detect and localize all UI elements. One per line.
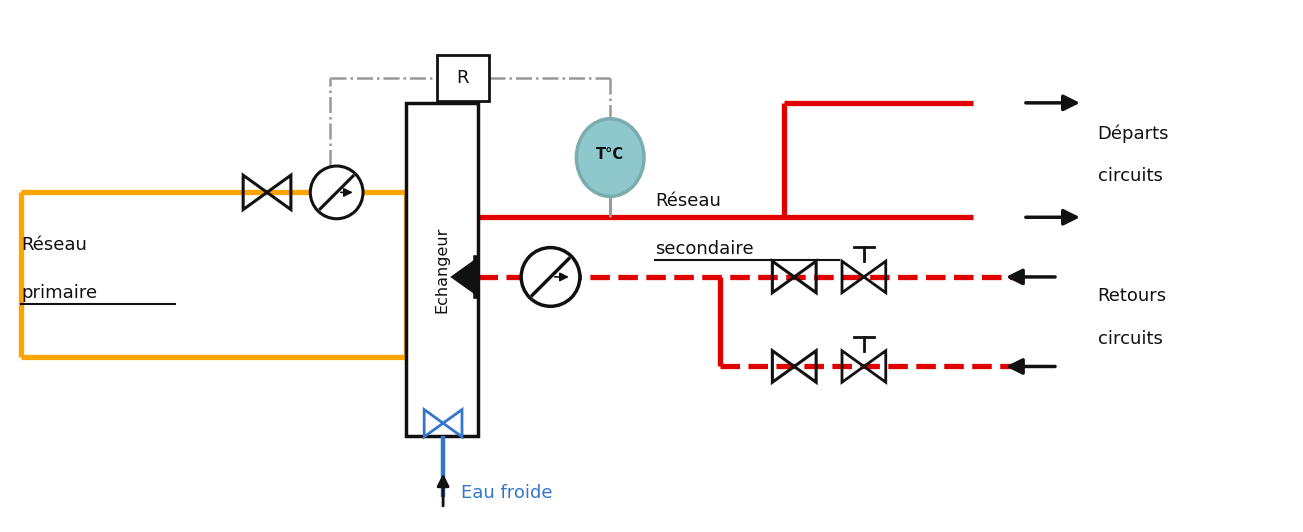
- Circle shape: [521, 247, 580, 306]
- Text: Eau froide: Eau froide: [461, 484, 552, 502]
- Text: secondaire: secondaire: [655, 240, 753, 258]
- Text: T°C: T°C: [597, 147, 624, 162]
- Text: Echangeur: Echangeur: [435, 226, 450, 313]
- Text: Retours: Retours: [1097, 287, 1166, 305]
- Text: circuits: circuits: [1097, 329, 1162, 347]
- Text: Réseau: Réseau: [21, 236, 87, 254]
- Text: Réseau: Réseau: [655, 192, 721, 210]
- Polygon shape: [453, 261, 476, 293]
- Text: circuits: circuits: [1097, 168, 1162, 186]
- Bar: [437, 55, 489, 102]
- Text: Départs: Départs: [1097, 124, 1169, 143]
- Bar: [407, 103, 478, 436]
- Ellipse shape: [576, 119, 644, 196]
- Circle shape: [310, 166, 364, 219]
- Text: primaire: primaire: [21, 284, 98, 302]
- Text: R: R: [457, 69, 469, 87]
